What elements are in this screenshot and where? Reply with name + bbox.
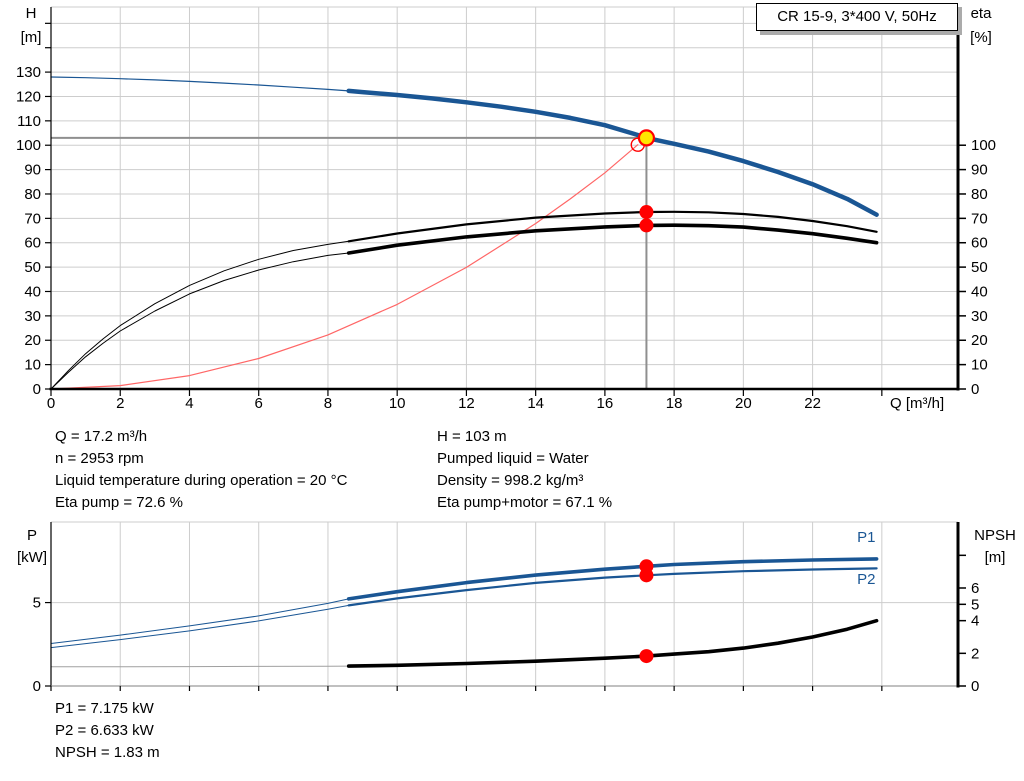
head-curve: [346, 88, 879, 217]
info-line-eta-pump: Eta pump = 72.6 %: [55, 494, 183, 511]
result-line-p1: P1 = 7.175 kW: [55, 700, 154, 717]
info-line-eta-pump-motor: Eta pump+motor = 67.1 %: [437, 494, 613, 511]
qh-eta-chart: 0102030405060708090100110120130010203040…: [16, 5, 996, 412]
duty-point-marker[interactable]: [637, 129, 656, 147]
left-axis-tick-label: 90: [24, 162, 41, 179]
left-axis-title: P: [27, 527, 37, 544]
left-axis-unit: [m]: [21, 29, 42, 46]
left-axis-tick-label: 40: [24, 283, 41, 300]
system-curve-curve: [50, 144, 639, 390]
right-axis-unit: [m]: [985, 549, 1006, 566]
right-axis-tick-label: 0: [971, 381, 979, 398]
value-dot-marker: [639, 649, 654, 664]
x-axis-tick-label: 4: [185, 395, 193, 412]
left-axis-tick-label: 30: [24, 308, 41, 325]
curve-label-p1: P1: [857, 529, 875, 546]
x-axis-tick-label: 2: [116, 395, 124, 412]
left-axis-tick-label: 0: [33, 381, 41, 398]
pump-model-title-box: CR 15-9, 3*400 V, 50Hz: [756, 3, 958, 31]
right-axis-tick-label: 0: [971, 678, 979, 695]
x-axis-tick-label: 18: [666, 395, 683, 412]
operating-data-right: H = 103 m Pumped liquid = Water Density …: [437, 426, 612, 514]
eta-pump-curve: [347, 210, 878, 243]
p1-curve-thin: [50, 598, 350, 644]
info-line-pumped-liquid: Pumped liquid = Water: [437, 450, 589, 467]
eta-pump-motor-curve-thin: [50, 252, 350, 390]
plot-area[interactable]: [51, 7, 958, 389]
results-panel: P1 = 7.175 kW P2 = 6.633 kW NPSH = 1.83 …: [55, 698, 160, 764]
x-axis-tick-label: 0: [47, 395, 55, 412]
right-axis-tick-label: 20: [971, 332, 988, 349]
p1-curve: [346, 557, 879, 601]
x-axis-tick-label: 12: [458, 395, 475, 412]
x-axis-tick-label: 6: [255, 395, 263, 412]
p2-curve-thin: [50, 604, 350, 649]
right-axis-unit: [%]: [970, 29, 992, 46]
left-axis-tick-label: 10: [24, 357, 41, 374]
right-axis-tick-label: 60: [971, 235, 988, 252]
right-axis-tick-label: 6: [971, 580, 979, 597]
x-axis-tick-label: 20: [735, 395, 752, 412]
result-line-p2: P2 = 6.633 kW: [55, 722, 154, 739]
right-axis-tick-label: 90: [971, 162, 988, 179]
x-axis-tick-label: 14: [527, 395, 544, 412]
operating-data-left: Q = 17.2 m³/h n = 2953 rpm Liquid temper…: [55, 426, 347, 514]
info-line-speed: n = 2953 rpm: [55, 450, 144, 467]
x-axis-tick-label: 16: [597, 395, 614, 412]
right-axis-tick-label: 80: [971, 186, 988, 203]
left-axis-tick-label: 120: [16, 88, 41, 105]
left-axis-tick-label: 20: [24, 332, 41, 349]
eta-pump-curve-thin: [50, 240, 350, 390]
left-axis-tick-label: 110: [17, 113, 41, 130]
x-axis-title: Q [m³/h]: [890, 395, 944, 412]
info-line-head: H = 103 m: [437, 428, 507, 445]
right-axis-tick-label: 5: [971, 596, 979, 613]
plot-area[interactable]: [51, 522, 958, 686]
p2-curve: [347, 567, 878, 607]
left-axis-tick-label: 100: [16, 137, 41, 154]
info-line-density: Density = 998.2 kg/m³: [437, 472, 584, 489]
left-axis-tick-label: 5: [33, 595, 41, 612]
left-axis-tick-label: 50: [24, 259, 41, 276]
right-axis-tick-label: 10: [971, 357, 988, 374]
x-axis-tick-label: 22: [804, 395, 821, 412]
head-curve-thin: [50, 76, 350, 92]
right-axis-tick-label: 70: [971, 210, 988, 227]
result-line-npsh: NPSH = 1.83 m: [55, 744, 160, 761]
value-dot-marker: [639, 205, 654, 220]
left-axis-title: H: [26, 5, 37, 22]
value-dot-marker: [639, 568, 654, 583]
npsh-curve-thin: [50, 665, 350, 668]
right-axis-tick-label: 100: [971, 137, 996, 154]
x-axis-tick-label: 8: [324, 395, 332, 412]
right-axis-tick-label: 30: [971, 308, 988, 325]
left-axis-tick-label: 70: [24, 210, 41, 227]
left-axis-tick-label: 0: [33, 678, 41, 695]
curve-label-p2: P2: [857, 571, 875, 588]
info-line-liquid-temp: Liquid temperature during operation = 20…: [55, 472, 348, 489]
value-dot-marker: [639, 218, 654, 233]
left-axis-tick-label: 80: [24, 186, 41, 203]
right-axis-tick-label: 4: [971, 613, 979, 630]
right-axis-tick-label: 2: [971, 645, 979, 662]
npsh-curve: [346, 618, 879, 668]
info-line-q: Q = 17.2 m³/h: [55, 428, 148, 445]
right-axis-title: eta: [971, 5, 993, 22]
x-axis-tick-label: 10: [389, 395, 406, 412]
eta-pump-motor-curve: [346, 223, 879, 255]
left-axis-unit: [kW]: [17, 549, 47, 566]
right-axis-tick-label: 50: [971, 259, 988, 276]
pump-model-title: CR 15-9, 3*400 V, 50Hz: [777, 8, 937, 25]
right-axis-tick-label: 40: [971, 283, 988, 300]
left-axis-tick-label: 130: [16, 64, 41, 81]
left-axis-tick-label: 60: [24, 235, 41, 252]
right-axis-title: NPSH: [974, 527, 1016, 544]
